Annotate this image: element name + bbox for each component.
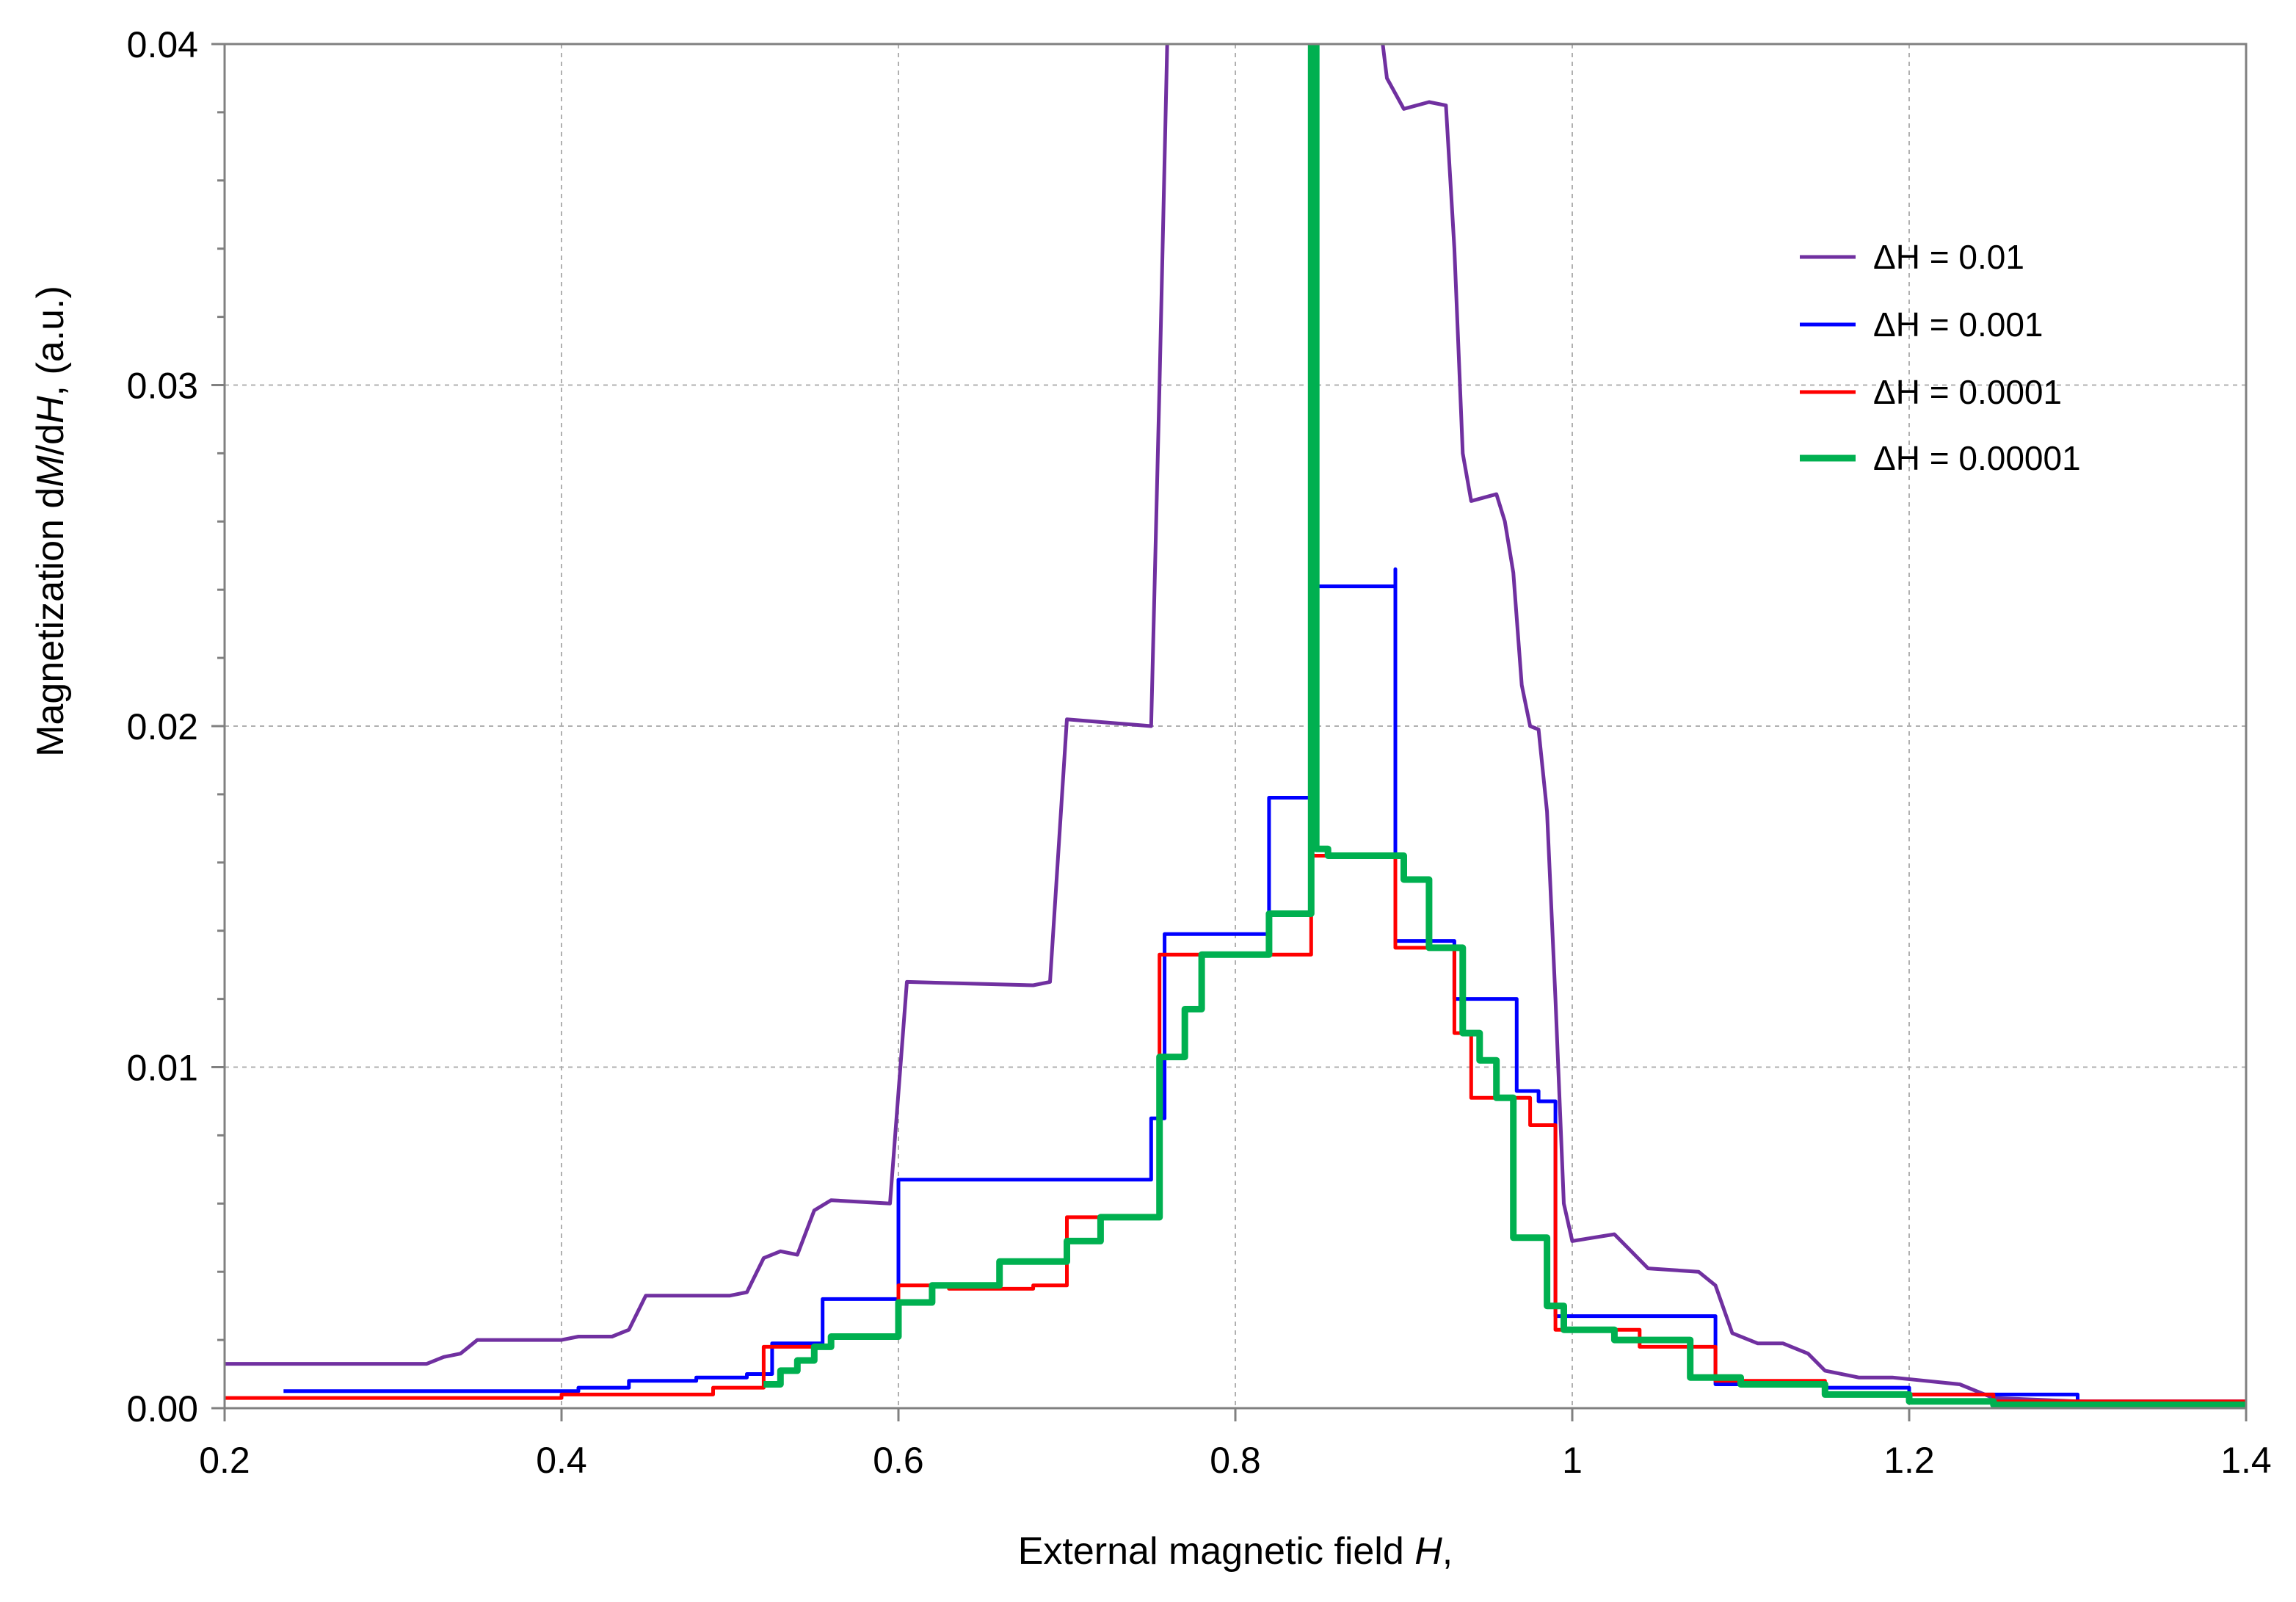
- y-tick-label: 0.00: [127, 1388, 198, 1429]
- y-axis-title-p2: /d: [29, 424, 72, 455]
- y-tick-label: 0.03: [127, 366, 198, 407]
- x-tick-label: 1: [1562, 1440, 1583, 1481]
- x-tick-label: 1.2: [1883, 1440, 1935, 1481]
- legend: ΔH = 0.01 ΔH = 0.001 ΔH = 0.0001 ΔH = 0.000…: [1800, 238, 2081, 477]
- y-axis-title-i2: H: [29, 396, 72, 424]
- x-tick-label: 0.4: [536, 1440, 587, 1481]
- x-tick-label: 0.8: [1210, 1440, 1261, 1481]
- y-tick-label: 0.04: [127, 24, 198, 65]
- x-tick-label: 1.4: [2220, 1440, 2272, 1481]
- y-axis-title-p3: , (a.u.): [29, 286, 72, 396]
- legend-label-2: ΔH = 0.001: [1873, 305, 2043, 344]
- x-axis-title: External magnetic field H,: [1018, 1530, 1453, 1573]
- y-tick-label: 0.02: [127, 706, 198, 747]
- y-axis-title: Magnetization dM/dH, (a.u.): [29, 286, 72, 757]
- series-line-1: [225, 44, 2246, 1407]
- legend-label-1: ΔH = 0.01: [1873, 238, 2024, 276]
- series-group: [225, 44, 2246, 1408]
- x-axis-title-italic: H: [1414, 1530, 1442, 1573]
- x-tick-label: 0.6: [873, 1440, 924, 1481]
- x-axis-title-suffix: ,: [1442, 1530, 1453, 1573]
- y-axis-title-i1: M: [29, 455, 72, 488]
- legend-label-4: ΔH = 0.00001: [1873, 439, 2081, 477]
- x-axis-title-prefix: External magnetic field: [1018, 1530, 1415, 1573]
- x-tick-label: 0.2: [199, 1440, 250, 1481]
- series-line-4: [763, 44, 2246, 1408]
- axes: [211, 43, 2248, 1421]
- y-axis-title-p1: Magnetization d: [29, 488, 72, 757]
- legend-label-3: ΔH = 0.0001: [1873, 373, 2062, 411]
- y-tick-label: 0.01: [127, 1048, 198, 1089]
- tick-labels: 0.2 0.4 0.6 0.8 1 1.2 1.4 0.00 0.01 0.02 0.03 0.04: [127, 24, 2272, 1481]
